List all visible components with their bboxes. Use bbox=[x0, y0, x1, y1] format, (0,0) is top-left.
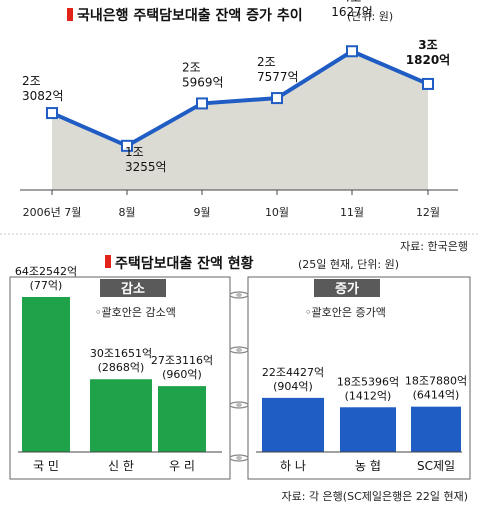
data-point bbox=[271, 92, 283, 105]
data-label: 3조 bbox=[418, 38, 437, 52]
data-label: 2조 bbox=[257, 55, 276, 69]
binder-hole bbox=[236, 456, 242, 460]
bar-value-label: 27조3116억 bbox=[151, 354, 213, 367]
data-point bbox=[46, 107, 58, 120]
data-label: 4조 bbox=[343, 0, 362, 4]
binder-hole bbox=[236, 293, 242, 297]
title-marker-1 bbox=[67, 8, 73, 21]
bar-value-label: 22조4427억 bbox=[262, 366, 324, 379]
data-point bbox=[346, 45, 358, 58]
group-badge-label: 감소 bbox=[121, 282, 145, 297]
group-badge bbox=[100, 279, 166, 297]
chart-2-source: 자료: 각 은행(SC제일은행은 22일 현재) bbox=[282, 489, 469, 503]
bar-value-label: 64조2542억 bbox=[15, 265, 77, 278]
data-label: 1820억 bbox=[406, 53, 450, 67]
panel-increase bbox=[247, 276, 471, 480]
bar-change-label: (6414억) bbox=[413, 389, 460, 402]
x-tick-label: 11월 bbox=[340, 206, 364, 219]
group-badge bbox=[314, 279, 380, 297]
bar-value-label: 30조1651억 bbox=[90, 347, 152, 360]
bar bbox=[22, 297, 70, 452]
x-tick-label: 10월 bbox=[265, 206, 289, 219]
group-badge-label: 증가 bbox=[335, 282, 359, 297]
title-marker-2 bbox=[105, 255, 111, 268]
bar-category-label: 우 리 bbox=[169, 459, 195, 473]
data-point bbox=[196, 97, 208, 110]
x-tick-label: 9월 bbox=[193, 206, 210, 219]
bar bbox=[90, 379, 152, 452]
bar-change-label: (1412억) bbox=[345, 389, 392, 402]
group-note: ◦괄호안은 감소액 bbox=[95, 306, 176, 319]
bar-category-label: SC제일 bbox=[417, 459, 455, 473]
chart-1-source: 자료: 한국은행 bbox=[400, 240, 468, 253]
data-label: 3082억 bbox=[22, 89, 64, 103]
data-label: 7577억 bbox=[257, 70, 299, 84]
data-label: 2조 bbox=[182, 60, 201, 74]
bar bbox=[262, 397, 324, 452]
bar-category-label: 신 한 bbox=[108, 459, 134, 473]
chart-2-title: 주택담보대출 잔액 현황 bbox=[115, 255, 254, 272]
area-fill bbox=[52, 51, 428, 191]
bar-change-label: (904억) bbox=[273, 380, 313, 393]
bar-category-label: 농 협 bbox=[355, 459, 381, 473]
bar bbox=[340, 407, 396, 452]
chart-2-unit: (25일 현재, 단위: 원) bbox=[298, 257, 399, 271]
bar-value-label: 18조5396억 bbox=[337, 375, 399, 388]
binder-hole bbox=[236, 403, 242, 407]
data-label: 1627억 bbox=[331, 5, 373, 19]
x-tick-label: 8월 bbox=[118, 206, 135, 219]
bar-category-label: 하 나 bbox=[280, 459, 306, 473]
bar-change-label: (960억) bbox=[162, 368, 202, 381]
binder-hole bbox=[236, 348, 242, 352]
chart-1-title: 국내은행 주택담보대출 잔액 증가 추이 bbox=[77, 7, 303, 24]
bar-category-label: 국 민 bbox=[33, 459, 59, 473]
bar-value-label: 18조7880억 bbox=[405, 375, 467, 388]
data-label: 1조 bbox=[125, 145, 144, 159]
bar-change-label: (2868억) bbox=[98, 361, 145, 374]
chart-1-unit: (단위: 원) bbox=[347, 10, 393, 23]
x-tick-label: 12월 bbox=[416, 206, 440, 219]
bar bbox=[411, 406, 461, 452]
data-label: 2조 bbox=[22, 74, 41, 88]
data-point bbox=[422, 77, 434, 90]
data-point bbox=[121, 139, 133, 152]
x-tick-label: 2006년 7월 bbox=[23, 206, 82, 219]
bar bbox=[158, 386, 206, 452]
series-line bbox=[51, 49, 429, 148]
bar-change-label: (77억) bbox=[30, 279, 63, 292]
data-label: 3255억 bbox=[125, 160, 167, 174]
panel-decrease bbox=[9, 276, 231, 480]
data-label: 5969억 bbox=[182, 75, 224, 89]
group-note: ◦괄호안은 증가액 bbox=[305, 306, 386, 319]
